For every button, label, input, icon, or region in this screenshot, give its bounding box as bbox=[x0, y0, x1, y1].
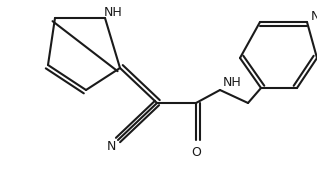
Text: N: N bbox=[106, 141, 116, 154]
Text: O: O bbox=[191, 145, 201, 159]
Text: N: N bbox=[310, 10, 317, 22]
Text: NH: NH bbox=[223, 75, 241, 89]
Text: NH: NH bbox=[104, 6, 122, 19]
